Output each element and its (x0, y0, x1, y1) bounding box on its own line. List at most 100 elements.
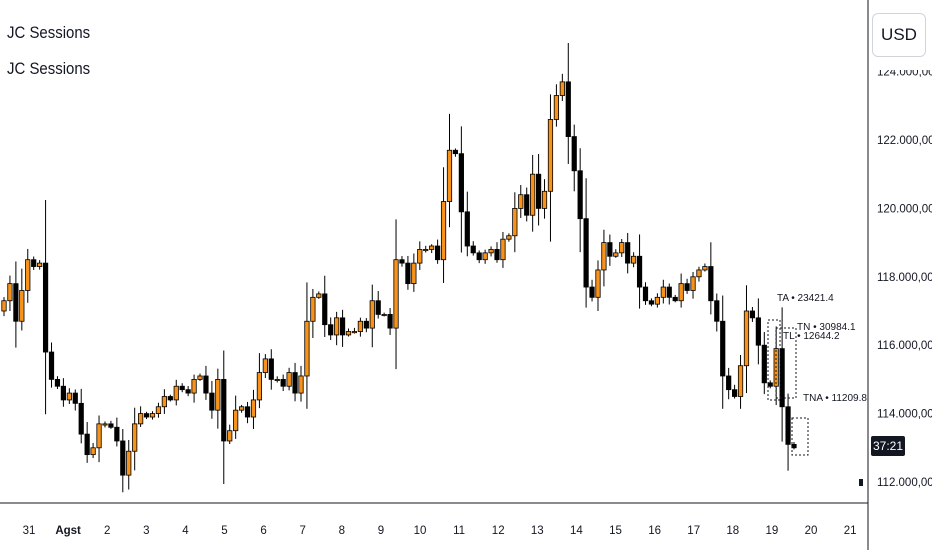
candle-down (143, 413, 150, 418)
candle-down (684, 283, 690, 291)
candle-down (48, 351, 55, 380)
candle-down (387, 314, 393, 329)
candle-up (613, 252, 619, 257)
candle-down (642, 286, 649, 302)
currency-button[interactable]: USD (872, 13, 926, 57)
candle-down (708, 266, 714, 302)
candle-up (654, 296, 660, 305)
candle-down (120, 440, 126, 476)
candle-up (155, 406, 162, 415)
candle-down (54, 378, 61, 387)
candle-down (203, 375, 209, 394)
session-box (791, 417, 809, 456)
candle-down (535, 173, 542, 209)
price-tick-label: 118.000,00 (877, 272, 932, 284)
candle-up (138, 413, 144, 425)
candle-up (541, 190, 548, 209)
candle-down (607, 242, 613, 257)
candle-up (334, 317, 340, 336)
candle-up (411, 262, 417, 285)
candle-up (393, 259, 399, 329)
candle-up (298, 375, 304, 394)
session-box (767, 319, 781, 401)
candle-up (37, 262, 43, 267)
candle-down (476, 252, 482, 261)
candle-up (90, 447, 96, 456)
candle-down (185, 389, 191, 394)
candle-up (238, 406, 245, 411)
candle-down (179, 385, 185, 391)
price-tick-label: 112.000,00 (877, 477, 932, 489)
time-tick-label: 20 (805, 525, 818, 537)
candle-down (494, 249, 500, 261)
candle-down (209, 392, 215, 411)
candle-down (375, 300, 381, 315)
candle-up (702, 266, 708, 271)
candle-up (678, 283, 684, 302)
candle-down (767, 382, 773, 387)
candle-up (227, 430, 233, 442)
candle-up (601, 242, 607, 271)
candle-up (1, 300, 7, 312)
candle-down (583, 218, 589, 288)
candle-down (42, 262, 49, 353)
candle-up (619, 242, 625, 254)
candle-down (399, 259, 405, 264)
candle-up (518, 194, 524, 209)
candle-up (233, 409, 239, 432)
candle-up (357, 320, 363, 332)
candle-up (482, 252, 488, 261)
bar-countdown-label: 37:21 (871, 436, 905, 456)
candle-up (369, 300, 375, 329)
time-tick-label: Agst (55, 525, 81, 537)
time-tick-label: 6 (260, 525, 266, 537)
candle-up (262, 358, 268, 373)
candle-down (458, 153, 464, 213)
time-tick-label: 13 (531, 525, 544, 537)
candle-down (577, 170, 583, 220)
candle-up (132, 423, 138, 452)
candle-up (595, 269, 601, 298)
candle-down (280, 378, 286, 387)
price-axis-mask (870, 60, 932, 70)
time-tick-label: 14 (570, 525, 583, 537)
candle-down (363, 320, 369, 329)
candle-down (268, 358, 274, 380)
time-tick-label: 11 (453, 525, 465, 537)
candle-down (732, 389, 738, 397)
candle-up (102, 423, 108, 426)
time-tick-label: 19 (766, 525, 779, 537)
candle-down (571, 136, 577, 172)
candle-down (13, 283, 19, 322)
candle-up (250, 399, 257, 418)
candle-down (452, 149, 459, 155)
candle-down (749, 310, 756, 319)
candle-up (351, 331, 358, 334)
time-tick-label: 7 (299, 525, 305, 537)
time-tick-label: 5 (221, 525, 227, 537)
candle-up (173, 385, 179, 401)
annotation-tl-label: TL • 12644.2 (783, 331, 840, 342)
candle-up (215, 378, 221, 411)
candle-up (197, 375, 203, 380)
candle-down (648, 300, 655, 305)
candle-up (126, 450, 132, 476)
candle-down (322, 293, 328, 326)
candle-up (559, 81, 565, 96)
candle-up (66, 392, 72, 401)
candle-down (31, 259, 37, 267)
candle-up (19, 290, 25, 322)
indicator-legend-1[interactable]: JC Sessions (7, 23, 91, 42)
candle-down (108, 423, 114, 428)
candle-up (96, 423, 102, 449)
candle-up (446, 149, 453, 202)
indicator-legend-2[interactable]: JC Sessions (7, 59, 91, 78)
candle-up (149, 413, 156, 418)
candle-up (381, 314, 387, 317)
candle-up (553, 95, 560, 120)
candle-up (743, 310, 750, 367)
candle-up (304, 320, 310, 377)
time-tick-label: 21 (844, 525, 857, 537)
candle-down (114, 426, 120, 442)
